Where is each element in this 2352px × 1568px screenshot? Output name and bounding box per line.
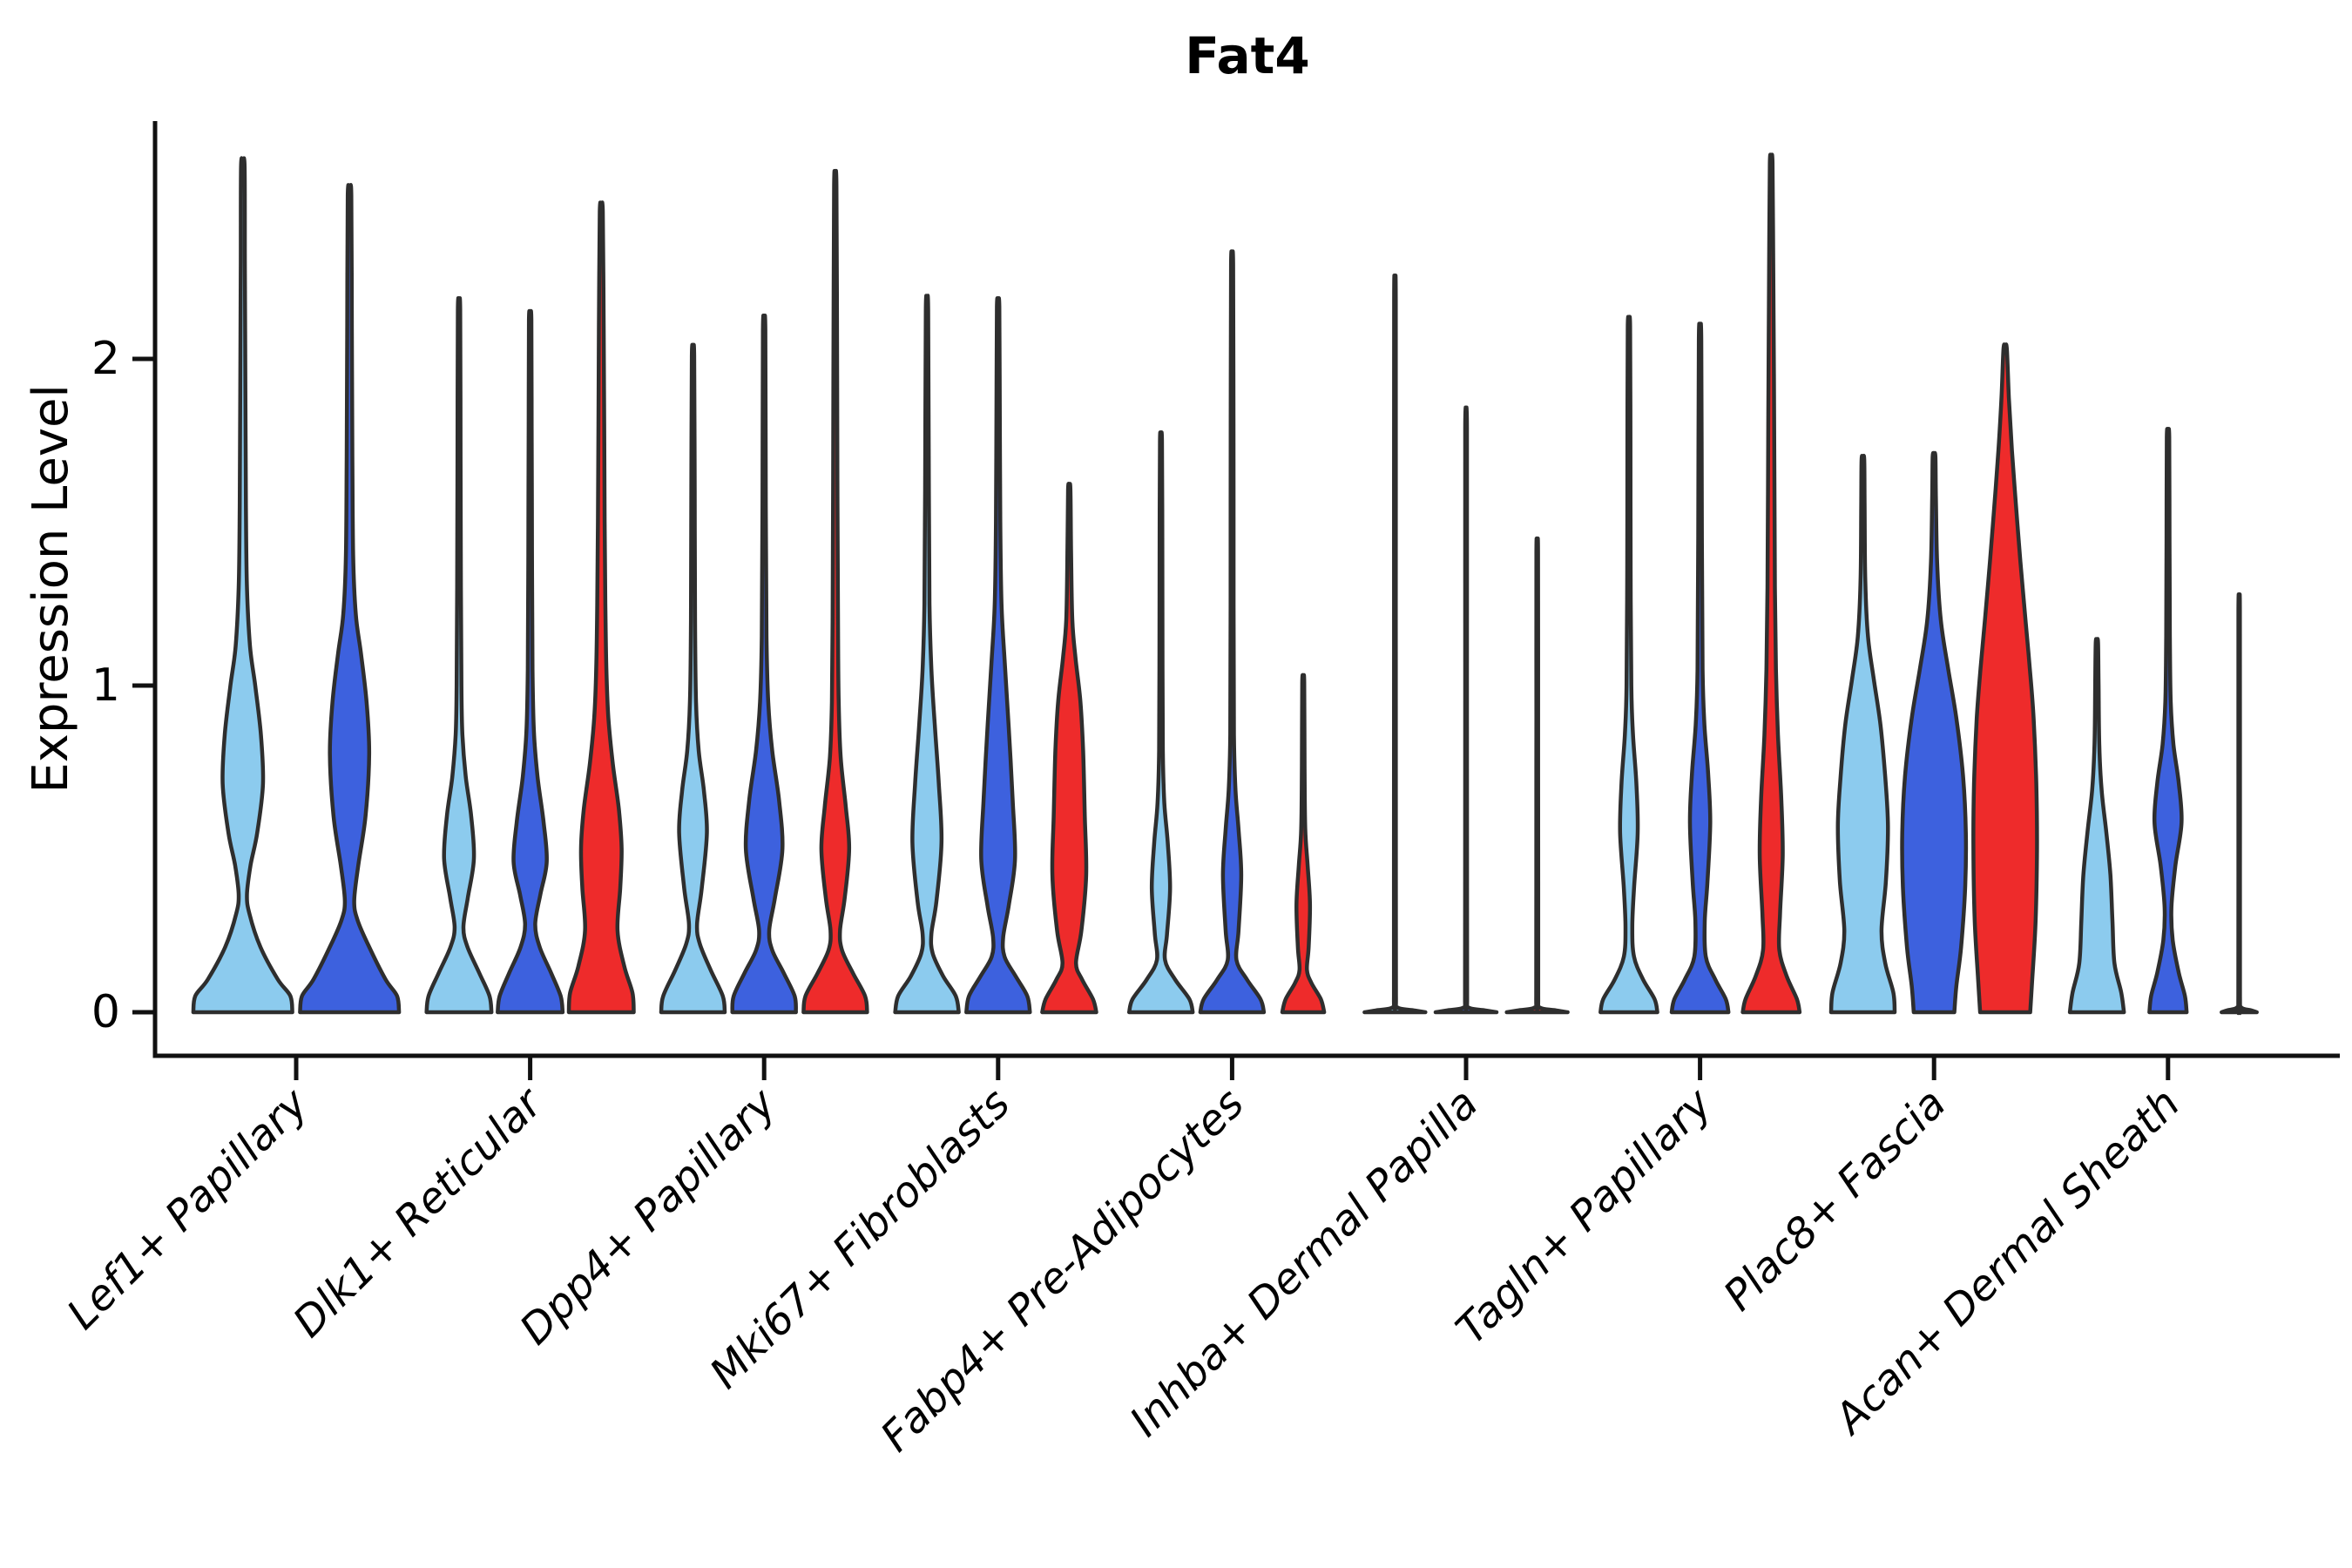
y-tick-label: 0 xyxy=(91,986,120,1038)
violin-acan-dermal-sheath-red xyxy=(2220,592,2259,1016)
violin-plac8-fascia-light_blue xyxy=(1828,454,1897,1015)
y-tick-label: 1 xyxy=(91,659,120,712)
y-tick-label: 2 xyxy=(91,333,120,385)
violin-mki67-fibroblasts-red xyxy=(1040,482,1098,1015)
violin-fabp4-pre-adipocytes-red xyxy=(1280,672,1327,1015)
x-tick-label-lef1-papillary: Lef1+ Papillary xyxy=(57,1078,318,1339)
plot-title: Fat4 xyxy=(1185,26,1310,85)
y-axis-label-wrap: Expression Level xyxy=(7,121,94,1056)
violin-dlk1-reticular-dark_blue xyxy=(496,308,565,1015)
violin-dpp4-papillary-dark_blue xyxy=(730,314,798,1015)
violin-lef1-papillary-light_blue xyxy=(191,156,294,1015)
violin-dpp4-papillary-red xyxy=(801,168,869,1015)
violin-dpp4-papillary-light_blue xyxy=(659,342,727,1015)
x-tick-label-dlk1-reticular: Dlk1+ Reticular xyxy=(284,1078,554,1348)
violin-fabp4-pre-adipocytes-dark_blue xyxy=(1198,249,1267,1015)
violin-tagln-papillary-red xyxy=(1740,152,1802,1015)
violin-acan-dermal-sheath-light_blue xyxy=(2067,637,2126,1015)
violin-lef1-papillary-dark_blue xyxy=(298,183,402,1015)
violin-mki67-fibroblasts-light_blue xyxy=(893,294,961,1015)
violin-inhba-dermal-papilla-dark_blue xyxy=(1433,405,1499,1015)
y-axis-label: Expression Level xyxy=(22,383,79,794)
x-tick-label-dpp4-papillary: Dpp4+ Papillary xyxy=(510,1078,786,1354)
violin-mki67-fibroblasts-dark_blue xyxy=(964,296,1032,1015)
violin-tagln-papillary-light_blue xyxy=(1598,314,1659,1015)
x-tick-label-plac8-fascia: Plac8+ Fascia xyxy=(1714,1079,1956,1321)
violin-inhba-dermal-papilla-red xyxy=(1504,536,1570,1015)
x-tick-label-tagln-papillary: Tagln+ Papillary xyxy=(1447,1078,1722,1354)
violin-fabp4-pre-adipocytes-light_blue xyxy=(1126,430,1195,1015)
violin-plac8-fascia-red xyxy=(1971,342,2039,1015)
violin-dlk1-reticular-light_blue xyxy=(424,295,494,1015)
violin-inhba-dermal-papilla-light_blue xyxy=(1362,274,1428,1015)
violin-acan-dermal-sheath-dark_blue xyxy=(2147,427,2189,1015)
violin-tagln-papillary-dark_blue xyxy=(1669,321,1731,1015)
violin-dlk1-reticular-red xyxy=(566,200,636,1015)
violin-plac8-fascia-dark_blue xyxy=(1900,450,1969,1015)
